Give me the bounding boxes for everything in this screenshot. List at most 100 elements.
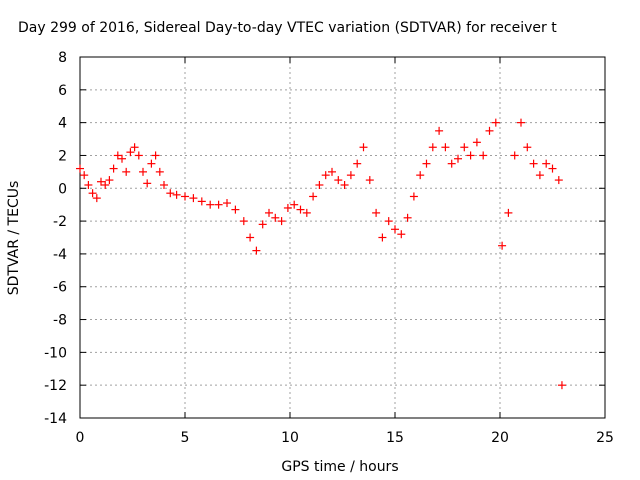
data-point (92, 194, 101, 203)
data-point (517, 118, 525, 127)
chart-title: Day 299 of 2016, Sidereal Day-to-day VTE… (18, 20, 557, 36)
data-point (206, 200, 215, 209)
data-point (485, 126, 494, 135)
data-point (265, 208, 273, 217)
data-point (109, 164, 118, 173)
x-tick-label: 10 (281, 430, 299, 446)
data-point (239, 217, 248, 226)
data-point (277, 217, 286, 226)
data-point (447, 159, 456, 168)
y-tick-label: 4 (58, 116, 67, 132)
data-point (139, 167, 147, 176)
data-point (309, 192, 318, 201)
y-tick-label: -12 (44, 378, 67, 394)
plot-frame (79, 56, 606, 419)
data-point (118, 154, 126, 163)
data-point (290, 200, 299, 209)
data-point (466, 151, 475, 160)
data-point (197, 197, 206, 206)
data-point (258, 220, 267, 229)
data-point (542, 159, 551, 168)
y-tick-label: 8 (58, 50, 67, 66)
data-point (340, 180, 349, 189)
data-point (271, 213, 280, 222)
data-point (529, 159, 538, 168)
data-point (441, 143, 450, 152)
data-point (84, 180, 93, 189)
data-point (535, 171, 544, 180)
data-point (143, 179, 152, 188)
x-tick-label: 5 (181, 430, 190, 446)
data-point (321, 171, 330, 180)
data-point (472, 138, 481, 147)
data-point (134, 151, 143, 160)
data-point (491, 118, 500, 127)
y-tick-label: -6 (53, 280, 67, 296)
axis-ticks: 0 5 10 15 20 25 -14 -12 -10 -8 -6 -4 -2 0 2 4 6 8 (44, 50, 614, 446)
data-point (172, 190, 181, 199)
data-point (160, 180, 168, 189)
y-tick-label: -4 (53, 247, 67, 263)
x-tick-label: 15 (386, 430, 404, 446)
data-point (246, 233, 255, 242)
y-tick-label: 0 (58, 181, 67, 197)
data-point (416, 171, 425, 180)
data-point (231, 205, 240, 214)
data-point (328, 167, 336, 176)
data-point (384, 217, 393, 226)
data-point (428, 143, 437, 152)
y-axis-label: SDTVAR / TECUs (6, 181, 22, 296)
data-point (252, 246, 261, 255)
x-tick-label: 0 (76, 430, 85, 446)
data-point (151, 151, 160, 160)
data-point (523, 143, 532, 152)
x-axis-label: GPS time / hours (281, 459, 398, 475)
y-tick-label: -10 (44, 345, 67, 361)
data-point (105, 176, 114, 185)
data-point (189, 194, 198, 203)
data-point (504, 208, 513, 217)
data-point (391, 225, 399, 234)
data-point (409, 192, 418, 201)
data-point (147, 159, 156, 168)
data-point (510, 151, 519, 160)
data-point (181, 192, 189, 201)
data-point (353, 159, 362, 168)
y-tick-label: -14 (44, 411, 67, 427)
data-point (113, 151, 122, 160)
data-point (365, 176, 374, 185)
data-point (166, 189, 175, 198)
data-point (435, 126, 444, 135)
data-point (557, 381, 566, 390)
data-point (346, 171, 355, 180)
data-point (155, 167, 164, 176)
grid-lines (80, 57, 605, 418)
data-point (498, 241, 507, 250)
data-point (378, 233, 387, 242)
data-point (397, 230, 406, 239)
y-tick-label: -2 (53, 214, 67, 230)
x-tick-label: 20 (491, 430, 509, 446)
data-point (554, 176, 563, 185)
data-point (97, 177, 105, 186)
data-point (130, 143, 139, 152)
data-point (76, 164, 84, 173)
data-point (548, 164, 557, 173)
y-tick-label: 6 (58, 83, 67, 99)
data-point (372, 208, 381, 217)
data-point (334, 176, 343, 185)
data-point (454, 154, 462, 163)
data-point (460, 143, 469, 152)
y-tick-label: 2 (58, 148, 67, 164)
data-point (223, 199, 231, 208)
data-point (359, 143, 368, 152)
data-point (479, 151, 488, 160)
data-point (422, 159, 431, 168)
data-point (122, 167, 131, 176)
data-point (101, 180, 110, 189)
data-point (214, 200, 223, 209)
data-points (76, 118, 566, 390)
data-point (283, 203, 292, 212)
data-point (315, 180, 324, 189)
